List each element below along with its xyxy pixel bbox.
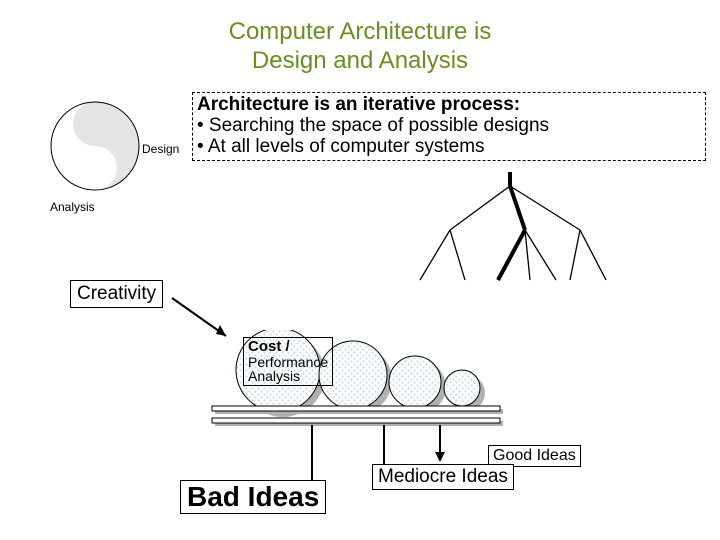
cost-line-1: Cost / [248, 339, 328, 355]
arch-heading: Architecture is an iterative process: [197, 95, 701, 116]
title-line-2: Design and Analysis [0, 47, 720, 76]
arch-bullet-2: • At all levels of computer systems [197, 137, 701, 158]
creativity-box: Creativity [70, 280, 163, 308]
cost-performance-box: Cost / Performance Analysis [243, 337, 333, 386]
arch-bullet-1: • Searching the space of possible design… [197, 116, 701, 137]
cost-line-2: Performance [248, 355, 328, 370]
title-line-1: Computer Architecture is [0, 18, 720, 47]
cost-line-3: Analysis [248, 369, 328, 384]
analysis-label: Analysis [50, 200, 95, 214]
search-tree-diagram [400, 170, 620, 290]
bad-ideas-box: Bad Ideas [180, 480, 326, 514]
mediocre-ideas-box: Mediocre Ideas [372, 464, 514, 490]
architecture-text-box: Architecture is an iterative process: • … [192, 92, 706, 161]
slide-title: Computer Architecture is Design and Anal… [0, 0, 720, 76]
yin-yang-icon [50, 96, 180, 216]
design-label: Design [142, 142, 179, 156]
yin-yang-diagram: Design Analysis [50, 96, 180, 219]
